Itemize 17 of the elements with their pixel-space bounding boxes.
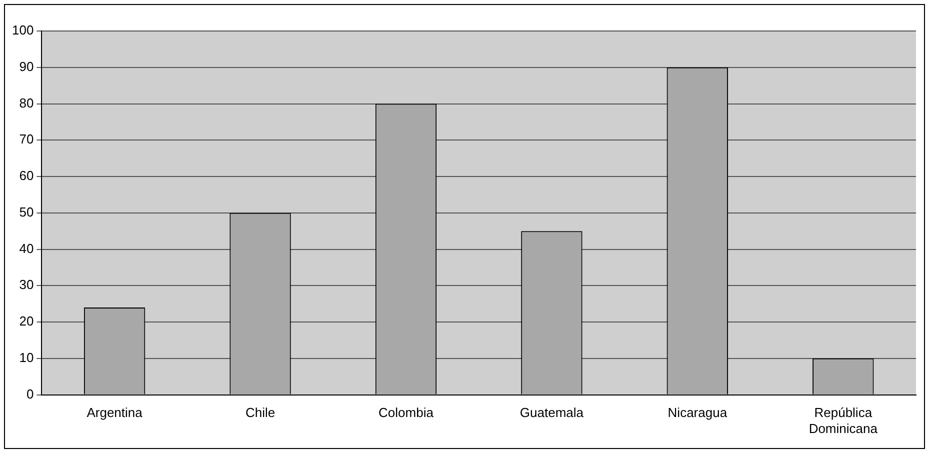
x-tick-label: Colombia [378, 405, 434, 420]
x-tick-label: Guatemala [520, 405, 584, 420]
y-tick-label: 60 [19, 168, 34, 184]
x-tick-label: Chile [245, 405, 276, 420]
x-tick-label: Argentina [86, 405, 144, 420]
y-tick-label: 40 [19, 240, 34, 256]
x-tick-label: República Dominicana [808, 405, 878, 436]
y-tick-label: 10 [19, 350, 34, 365]
y-tick-label: 50 [19, 204, 34, 220]
y-tick-label: 30 [19, 277, 34, 292]
y-tick-label: 70 [19, 132, 34, 147]
y-tick-label: 20 [19, 314, 34, 329]
x-tick-label: Nicaragua [668, 405, 728, 420]
y-tick-label: 100 [12, 22, 34, 38]
y-tick-label: 80 [19, 95, 34, 110]
y-tick-label: 0 [26, 386, 34, 402]
y-tick-label: 90 [19, 58, 34, 74]
